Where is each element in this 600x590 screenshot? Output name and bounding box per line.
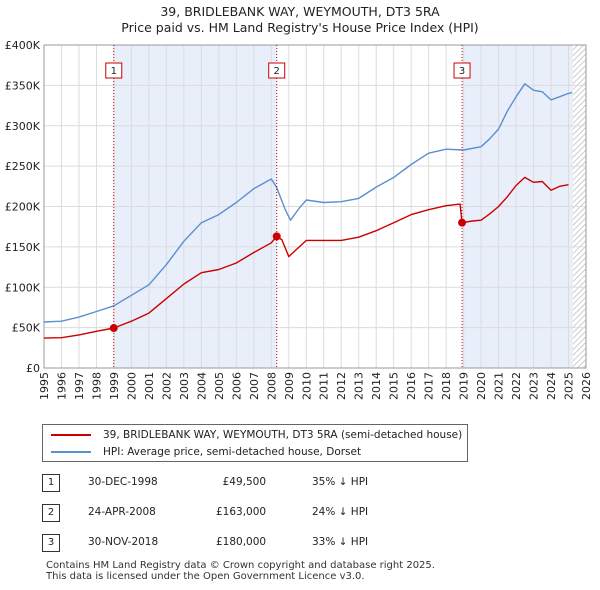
chart-subtitle: Price paid vs. HM Land Registry's House … xyxy=(121,20,479,35)
transaction-row: 3 30-NOV-2018 £180,000 33% ↓ HPI xyxy=(42,534,442,554)
transaction-price: £180,000 xyxy=(216,536,267,548)
sale-point xyxy=(272,232,281,241)
footer: Contains HM Land Registry data © Crown c… xyxy=(46,560,435,582)
x-tick-label: 2018 xyxy=(440,372,453,400)
x-tick-label: 2007 xyxy=(248,372,261,400)
x-tick-label: 2013 xyxy=(353,372,366,400)
x-tick-label: 2015 xyxy=(388,372,401,400)
transaction-hpi: 24% ↓ HPI xyxy=(312,506,369,518)
transaction-hpi: 35% ↓ HPI xyxy=(312,476,369,488)
transaction-price: £163,000 xyxy=(216,506,267,518)
legend: 39, BRIDLEBANK WAY, WEYMOUTH, DT3 5RA (s… xyxy=(42,424,468,462)
x-tick-label: 1995 xyxy=(38,372,51,400)
x-tick-label: 2001 xyxy=(143,372,156,400)
x-tick-label: 2004 xyxy=(195,372,208,400)
x-tick-label: 1998 xyxy=(90,372,103,400)
y-tick-label: £50K xyxy=(12,322,41,335)
sale-number-label: 1 xyxy=(111,66,117,77)
sale-number-label: 2 xyxy=(274,66,280,77)
transaction-price: £49,500 xyxy=(222,476,266,488)
y-tick-label: £300K xyxy=(5,120,41,133)
price-chart: £0 £50K £100K £150K £200K £250K £300K £350K £400… xyxy=(5,39,593,400)
x-tick-label: 2009 xyxy=(283,372,296,400)
transaction-number: 2 xyxy=(42,504,60,522)
sale-point xyxy=(458,218,467,227)
sale-number-box xyxy=(268,62,286,79)
sale-number-label: 3 xyxy=(459,66,465,77)
x-tick-label: 2000 xyxy=(125,372,138,400)
x-tick-label: 2025 xyxy=(563,372,576,400)
x-tick-label: 2012 xyxy=(335,372,348,400)
x-tick-label: 2011 xyxy=(318,372,331,400)
x-tick-label: 2003 xyxy=(178,372,191,400)
hpi-line xyxy=(43,83,573,323)
y-tick-label: £100K xyxy=(5,281,41,294)
chart-title: 39, BRIDLEBANK WAY, WEYMOUTH, DT3 5RA xyxy=(160,4,440,19)
x-tick-label: 1996 xyxy=(55,372,68,400)
legend-swatch-property xyxy=(51,434,91,436)
x-tick-label: 2020 xyxy=(475,372,488,400)
x-tick-label: 1999 xyxy=(108,372,121,400)
x-tick-label: 2026 xyxy=(580,372,593,400)
x-tick-label: 2005 xyxy=(213,372,226,400)
x-tick-label: 2024 xyxy=(545,372,558,400)
legend-label-hpi: HPI: Average price, semi-detached house,… xyxy=(103,446,362,458)
x-tick-label: 2019 xyxy=(458,372,471,400)
x-tick-label: 2016 xyxy=(405,372,418,400)
sale-number-box xyxy=(105,62,123,79)
x-tick-label: 2021 xyxy=(493,372,506,400)
footer-license: This data is licensed under the Open Gov… xyxy=(46,571,365,582)
legend-item-property: 39, BRIDLEBANK WAY, WEYMOUTH, DT3 5RA (s… xyxy=(51,428,462,442)
x-tick-label: 2010 xyxy=(300,372,313,400)
property-price-line xyxy=(43,176,569,339)
x-tick-label: 2002 xyxy=(160,372,173,400)
transaction-number: 3 xyxy=(42,534,60,552)
plot-border xyxy=(43,44,587,369)
legend-swatch-hpi xyxy=(51,451,91,453)
y-tick-label: £350K xyxy=(5,79,41,92)
x-tick-label: 2014 xyxy=(370,372,383,400)
y-tick-label: £250K xyxy=(5,160,41,173)
sale-number-box xyxy=(453,62,471,79)
y-tick-label: £200K xyxy=(5,201,41,214)
x-tick-label: 2006 xyxy=(230,372,243,400)
transaction-date: 24-APR-2008 xyxy=(88,506,156,518)
x-tick-label: 2017 xyxy=(423,372,436,400)
x-tick-label: 1997 xyxy=(73,372,86,400)
y-tick-label: £400K xyxy=(5,39,41,52)
transaction-date: 30-DEC-1998 xyxy=(88,476,158,488)
x-tick-label: 2008 xyxy=(265,372,278,400)
x-tick-label: 2022 xyxy=(510,372,523,400)
sale-point xyxy=(109,324,118,333)
footer-copyright: Contains HM Land Registry data © Crown c… xyxy=(46,560,435,571)
transaction-row: 1 30-DEC-1998 £49,500 35% ↓ HPI xyxy=(42,474,442,494)
legend-label-property: 39, BRIDLEBANK WAY, WEYMOUTH, DT3 5RA (s… xyxy=(103,429,463,441)
legend-item-hpi: HPI: Average price, semi-detached house,… xyxy=(51,445,361,459)
transaction-row: 2 24-APR-2008 £163,000 24% ↓ HPI xyxy=(42,504,442,524)
transaction-date: 30-NOV-2018 xyxy=(88,536,159,548)
transaction-number: 1 xyxy=(42,474,60,492)
y-tick-label: £0 xyxy=(26,362,40,375)
y-tick-label: £150K xyxy=(5,241,41,254)
transaction-hpi: 33% ↓ HPI xyxy=(312,536,369,548)
x-tick-label: 2023 xyxy=(528,372,541,400)
